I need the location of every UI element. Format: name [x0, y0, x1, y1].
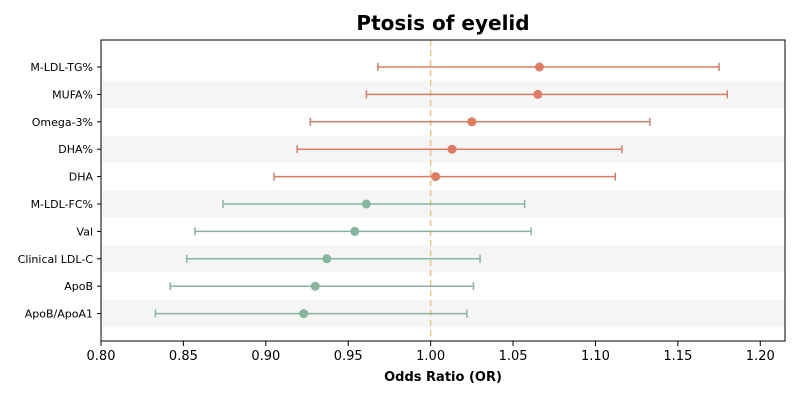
confidence-intervals-group [154, 63, 729, 318]
x-tick-label: 0.90 [251, 349, 280, 364]
point-estimate [350, 226, 360, 236]
y-tick-label: ApoB [64, 280, 93, 293]
point-estimate [447, 144, 457, 154]
x-axis-ticks: 0.80 0.85 0.90 0.95 1.00 1.05 1.10 1.15 1.20 [87, 341, 775, 364]
y-tick-label: M-LDL-TG% [30, 61, 93, 74]
point-estimate [322, 254, 332, 264]
chart-title: Ptosis of eyelid [356, 11, 529, 35]
point-estimate [467, 117, 477, 127]
x-tick-label: 0.95 [334, 349, 363, 364]
point-estimate [534, 62, 544, 72]
x-tick-label: 1.15 [663, 349, 692, 364]
x-tick-label: 0.80 [87, 349, 116, 364]
point-estimate [361, 199, 371, 209]
y-tick-label: Val [77, 225, 93, 238]
y-tick-label: Clinical LDL-C [18, 253, 94, 266]
point-estimate [299, 309, 309, 319]
y-tick-label: DHA% [58, 143, 93, 156]
x-axis-label: Odds Ratio (OR) [384, 370, 502, 385]
y-tick-label: ApoB/ApoA1 [25, 308, 93, 321]
y-tick-label: M-LDL-FC% [31, 198, 93, 211]
x-tick-label: 1.20 [746, 349, 775, 364]
y-axis-ticks: M-LDL-TG% MUFA% Omega-3% DHA% DHA M-LDL-FC% Va… [18, 61, 101, 321]
x-tick-label: 1.00 [416, 349, 445, 364]
x-tick-label: 1.10 [581, 349, 610, 364]
y-tick-label: MUFA% [52, 88, 93, 101]
point-estimate [310, 281, 320, 291]
point-estimate [533, 89, 543, 99]
point-estimates-group [299, 62, 544, 319]
point-estimate [431, 172, 441, 182]
x-tick-label: 0.85 [169, 349, 198, 364]
y-tick-label: DHA [69, 171, 94, 184]
y-tick-label: Omega-3% [32, 116, 93, 129]
plot-frame [100, 39, 786, 342]
x-tick-label: 1.05 [499, 349, 528, 364]
